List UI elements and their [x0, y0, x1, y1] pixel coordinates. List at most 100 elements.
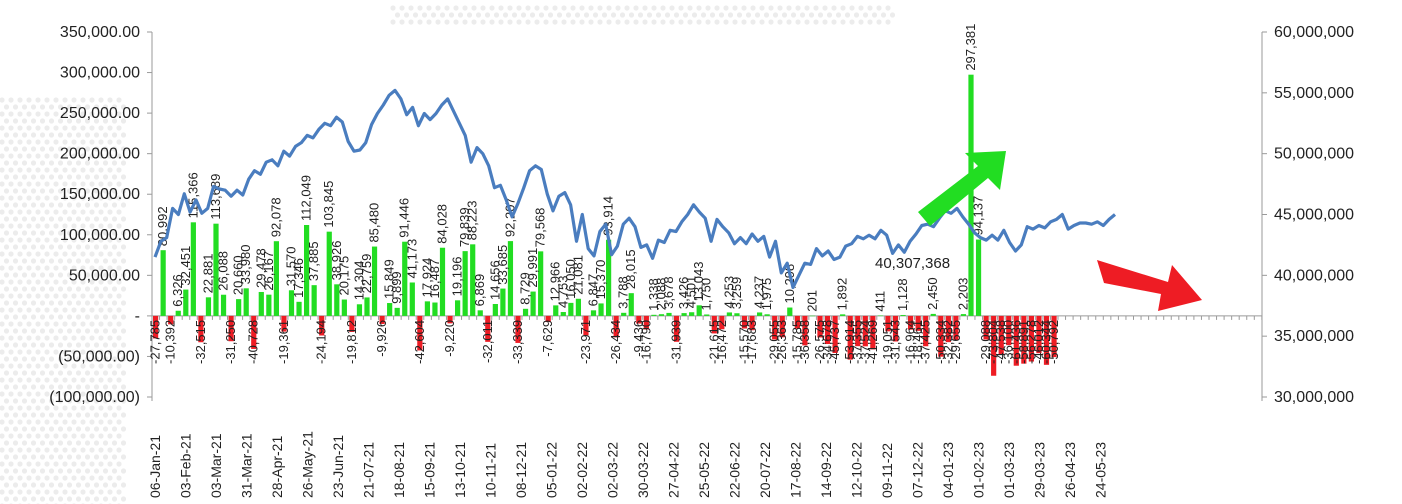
background-dot [66, 384, 73, 390]
background-dot [0, 195, 5, 201]
background-dot [57, 314, 64, 320]
bar-data-label: -31,939 [669, 320, 684, 364]
x-tick-label: 22-06-22 [727, 442, 743, 498]
background-dot [39, 468, 46, 474]
background-dot [57, 146, 64, 152]
bar-data-label: -53,914 [842, 320, 857, 364]
bar-data-label: -16,964 [903, 320, 918, 364]
background-dot [17, 321, 23, 327]
background-dot [750, 19, 756, 25]
background-dot [660, 19, 666, 25]
background-dot [111, 454, 118, 460]
background-dot [84, 174, 91, 180]
background-dot [66, 300, 73, 306]
background-dot [26, 237, 32, 243]
background-dot [93, 202, 100, 208]
positive-bar [960, 314, 967, 316]
background-dot [89, 475, 95, 481]
background-dot [98, 321, 104, 327]
background-dot [120, 286, 127, 292]
bar-data-label: -29,088 [978, 320, 993, 364]
background-dot [98, 349, 104, 355]
background-dot [35, 377, 41, 383]
background-dot [120, 468, 127, 474]
positive-bar [402, 241, 408, 316]
negative-bar [772, 315, 778, 340]
background-dot [98, 363, 104, 369]
background-dot [57, 356, 64, 362]
background-dot [30, 202, 37, 208]
background-dot [867, 5, 873, 11]
background-dot [120, 412, 127, 418]
background-dot [48, 202, 55, 208]
background-dot [120, 230, 127, 236]
background-dot [426, 19, 432, 25]
background-dot [39, 356, 46, 362]
background-dot [62, 363, 68, 369]
bar-data-label: 15,849 [382, 259, 397, 299]
background-dot [646, 12, 653, 18]
bar-data-label: -73,804 [986, 320, 1001, 364]
background-dot [80, 195, 86, 201]
background-dot [570, 19, 576, 25]
background-dot [35, 195, 41, 201]
background-dot [107, 111, 113, 117]
background-dot [17, 153, 23, 159]
positive-bar [409, 282, 415, 316]
background-dot [48, 440, 55, 446]
positive-bar [160, 250, 166, 316]
right-y-tick-label: 40,000,000 [1274, 267, 1354, 284]
background-dot [102, 454, 109, 460]
background-dot [8, 475, 14, 481]
background-dot [111, 230, 118, 236]
positive-bar [590, 310, 597, 316]
background-dot [759, 5, 765, 11]
background-dot [98, 111, 104, 117]
background-dot [17, 433, 23, 439]
background-dot [62, 321, 68, 327]
background-dot [89, 125, 95, 131]
background-dot [3, 482, 10, 488]
background-dot [75, 426, 82, 432]
background-dot [107, 489, 113, 495]
background-dot [53, 125, 59, 131]
background-dot [8, 279, 14, 285]
positive-bar [273, 241, 279, 316]
negative-bar [379, 315, 385, 324]
x-tick-label: 08-12-21 [513, 442, 529, 498]
background-dot [111, 440, 118, 446]
background-dot [53, 251, 59, 257]
background-dot [26, 153, 32, 159]
left-y-tick-label: (50,000.00) [58, 348, 140, 365]
background-dot [439, 12, 446, 18]
background-dot [93, 300, 100, 306]
background-dot [822, 5, 828, 11]
background-dot [84, 202, 91, 208]
background-dot [745, 12, 752, 18]
background-dot [62, 181, 68, 187]
positive-bar [183, 289, 189, 316]
background-dot [53, 181, 59, 187]
background-dot [8, 153, 14, 159]
background-dot [21, 188, 28, 194]
bar-data-label: 9,899 [389, 271, 404, 304]
background-dot [93, 440, 100, 446]
background-dot [80, 363, 86, 369]
background-dot [98, 279, 104, 285]
background-dot [543, 5, 549, 11]
positive-bar [205, 297, 212, 316]
background-dot [3, 118, 10, 124]
background-dot [35, 405, 41, 411]
background-dot [44, 167, 50, 173]
x-axis-tick-labels: 06-Jan-21 03-Feb-21 03-Mar-21 31-Mar-21 28-A… [147, 431, 1109, 498]
negative-bar [198, 315, 204, 343]
background-dot [786, 5, 792, 11]
background-dot [66, 468, 73, 474]
background-dot [62, 461, 68, 467]
bar-data-label: 17,346 [291, 258, 306, 298]
background-dot [862, 12, 869, 18]
background-dot [399, 5, 405, 11]
background-dot [8, 223, 14, 229]
x-tick-label: 27-04-22 [666, 442, 682, 498]
background-dot [17, 475, 23, 481]
